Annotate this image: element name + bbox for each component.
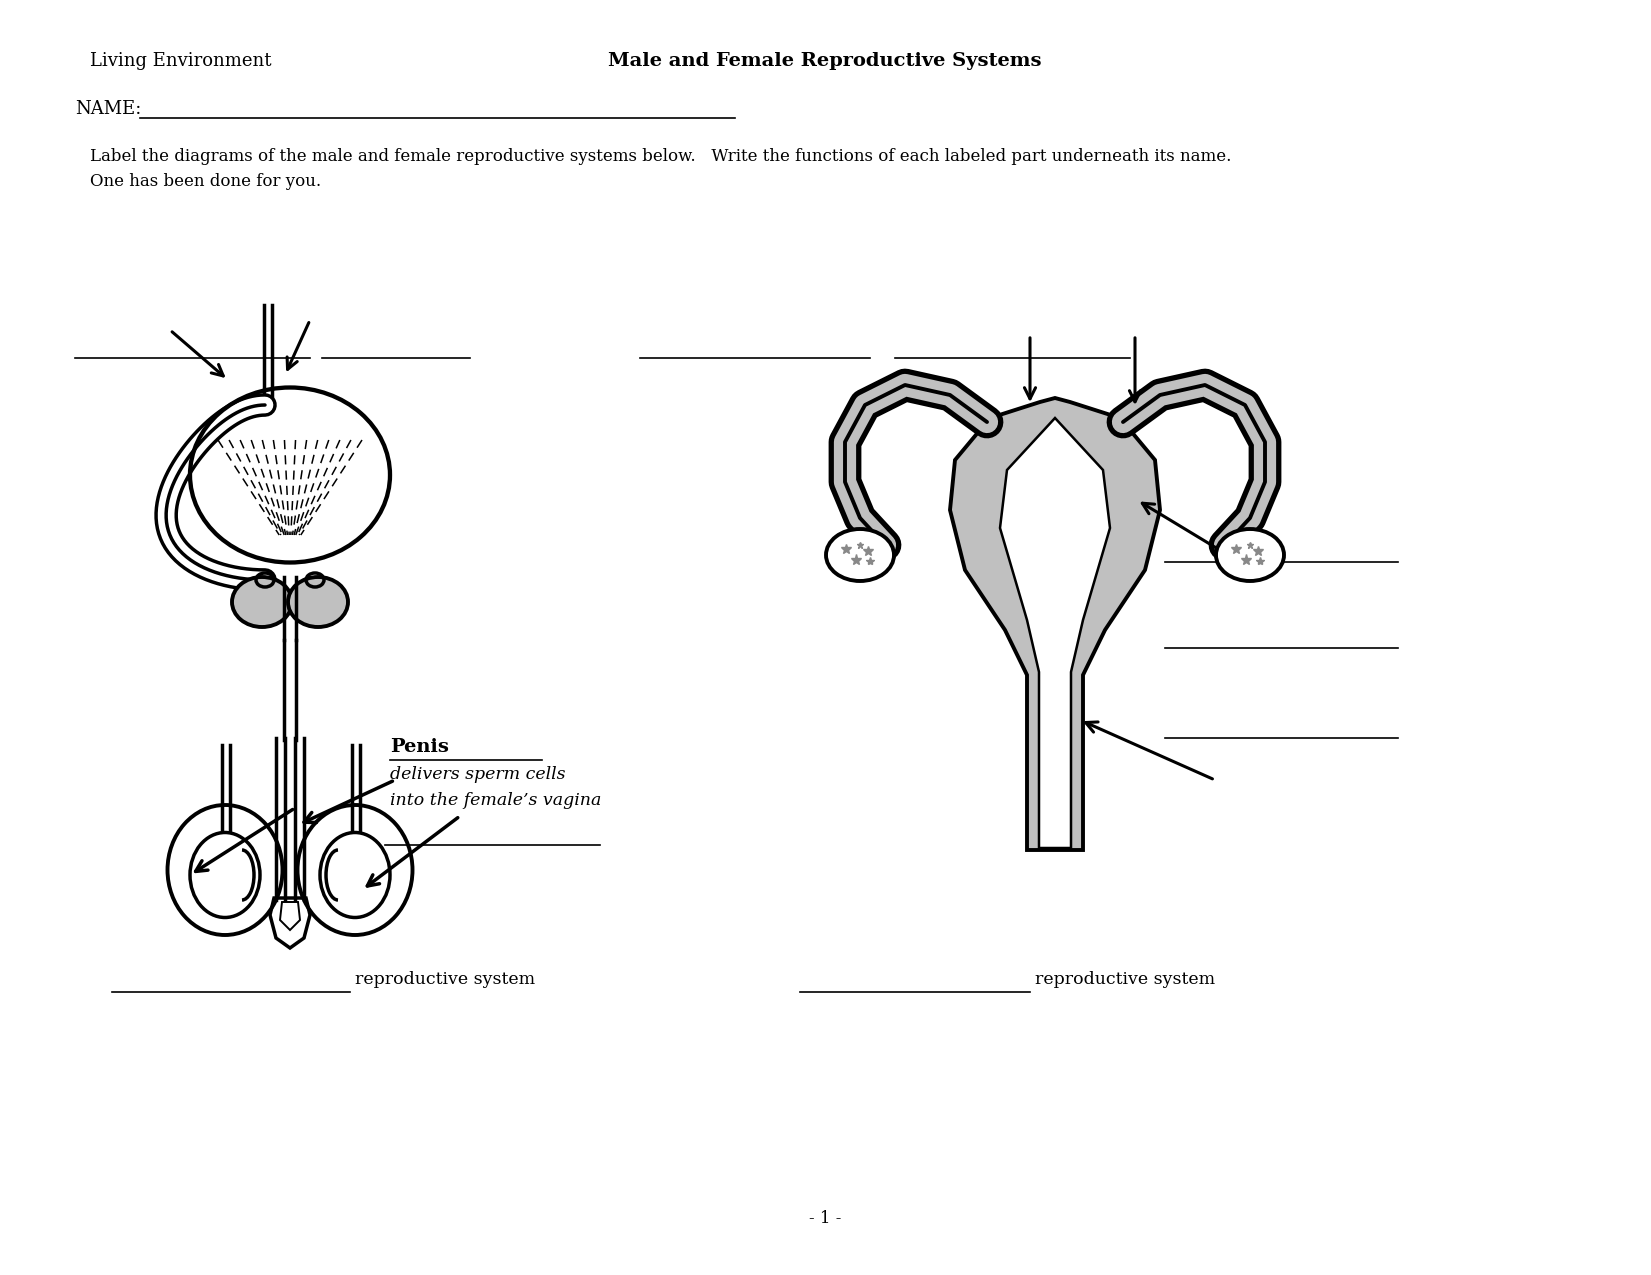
Text: Label the diagrams of the male and female reproductive systems below.   Write th: Label the diagrams of the male and femal… xyxy=(91,148,1232,164)
Text: Living Environment: Living Environment xyxy=(91,52,271,70)
Ellipse shape xyxy=(826,529,893,581)
Polygon shape xyxy=(1001,418,1109,848)
Text: - 1 -: - 1 - xyxy=(809,1210,842,1227)
Text: NAME:: NAME: xyxy=(74,99,142,119)
Text: into the female’s vagina: into the female’s vagina xyxy=(390,792,601,810)
Text: reproductive system: reproductive system xyxy=(1035,972,1215,988)
Ellipse shape xyxy=(287,578,348,627)
Ellipse shape xyxy=(233,578,292,627)
Text: Penis: Penis xyxy=(390,738,449,756)
Text: reproductive system: reproductive system xyxy=(355,972,535,988)
Polygon shape xyxy=(949,398,1161,850)
Text: delivers sperm cells: delivers sperm cells xyxy=(390,766,566,783)
Text: One has been done for you.: One has been done for you. xyxy=(91,173,322,190)
Text: Male and Female Reproductive Systems: Male and Female Reproductive Systems xyxy=(608,52,1042,70)
Ellipse shape xyxy=(1217,529,1284,581)
